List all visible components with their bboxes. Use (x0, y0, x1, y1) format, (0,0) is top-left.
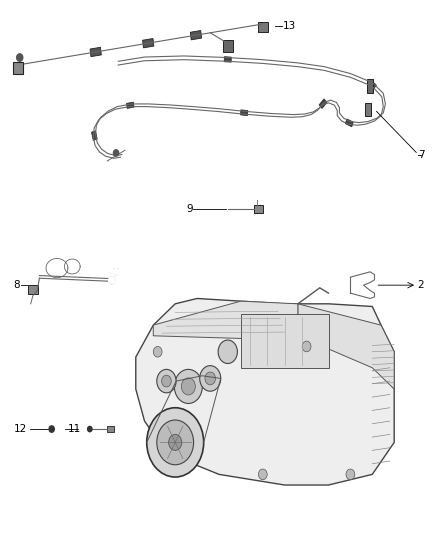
Text: 11: 11 (68, 424, 81, 434)
Bar (127, 102, 134, 108)
Circle shape (153, 346, 162, 357)
Bar (92, 131, 97, 140)
Bar (365, 103, 371, 116)
Circle shape (147, 408, 204, 477)
Bar (254, 205, 263, 213)
Polygon shape (298, 304, 394, 389)
Circle shape (302, 341, 311, 352)
Circle shape (200, 366, 221, 391)
Bar (90, 47, 101, 56)
Bar (143, 38, 154, 48)
Circle shape (346, 469, 355, 480)
Circle shape (258, 469, 267, 480)
Bar (258, 22, 268, 32)
Bar (107, 426, 114, 432)
Circle shape (169, 434, 182, 450)
Circle shape (109, 277, 115, 284)
Circle shape (113, 150, 119, 156)
Bar (13, 62, 23, 74)
Polygon shape (136, 298, 394, 485)
Bar (345, 119, 353, 127)
Text: 8: 8 (13, 280, 20, 290)
Circle shape (157, 369, 176, 393)
Bar (319, 99, 327, 109)
Bar (240, 110, 248, 116)
Bar (223, 41, 233, 52)
Circle shape (157, 420, 194, 465)
Circle shape (49, 426, 54, 432)
Circle shape (113, 269, 119, 275)
Text: 13: 13 (283, 21, 296, 30)
Text: 2: 2 (417, 280, 424, 290)
Bar (367, 79, 373, 93)
Text: 12: 12 (14, 424, 27, 434)
Circle shape (88, 426, 92, 432)
Circle shape (218, 340, 237, 364)
Circle shape (162, 375, 171, 387)
Circle shape (205, 372, 215, 385)
Bar (191, 30, 201, 40)
Circle shape (174, 369, 202, 403)
Circle shape (109, 277, 115, 284)
Text: 9: 9 (186, 204, 193, 214)
Bar (224, 56, 231, 62)
Circle shape (17, 54, 23, 61)
Polygon shape (153, 301, 298, 338)
Bar (241, 314, 328, 368)
Bar (28, 285, 38, 294)
Circle shape (181, 378, 195, 395)
Text: 7: 7 (418, 150, 425, 159)
Bar (368, 80, 376, 89)
Circle shape (113, 269, 119, 275)
